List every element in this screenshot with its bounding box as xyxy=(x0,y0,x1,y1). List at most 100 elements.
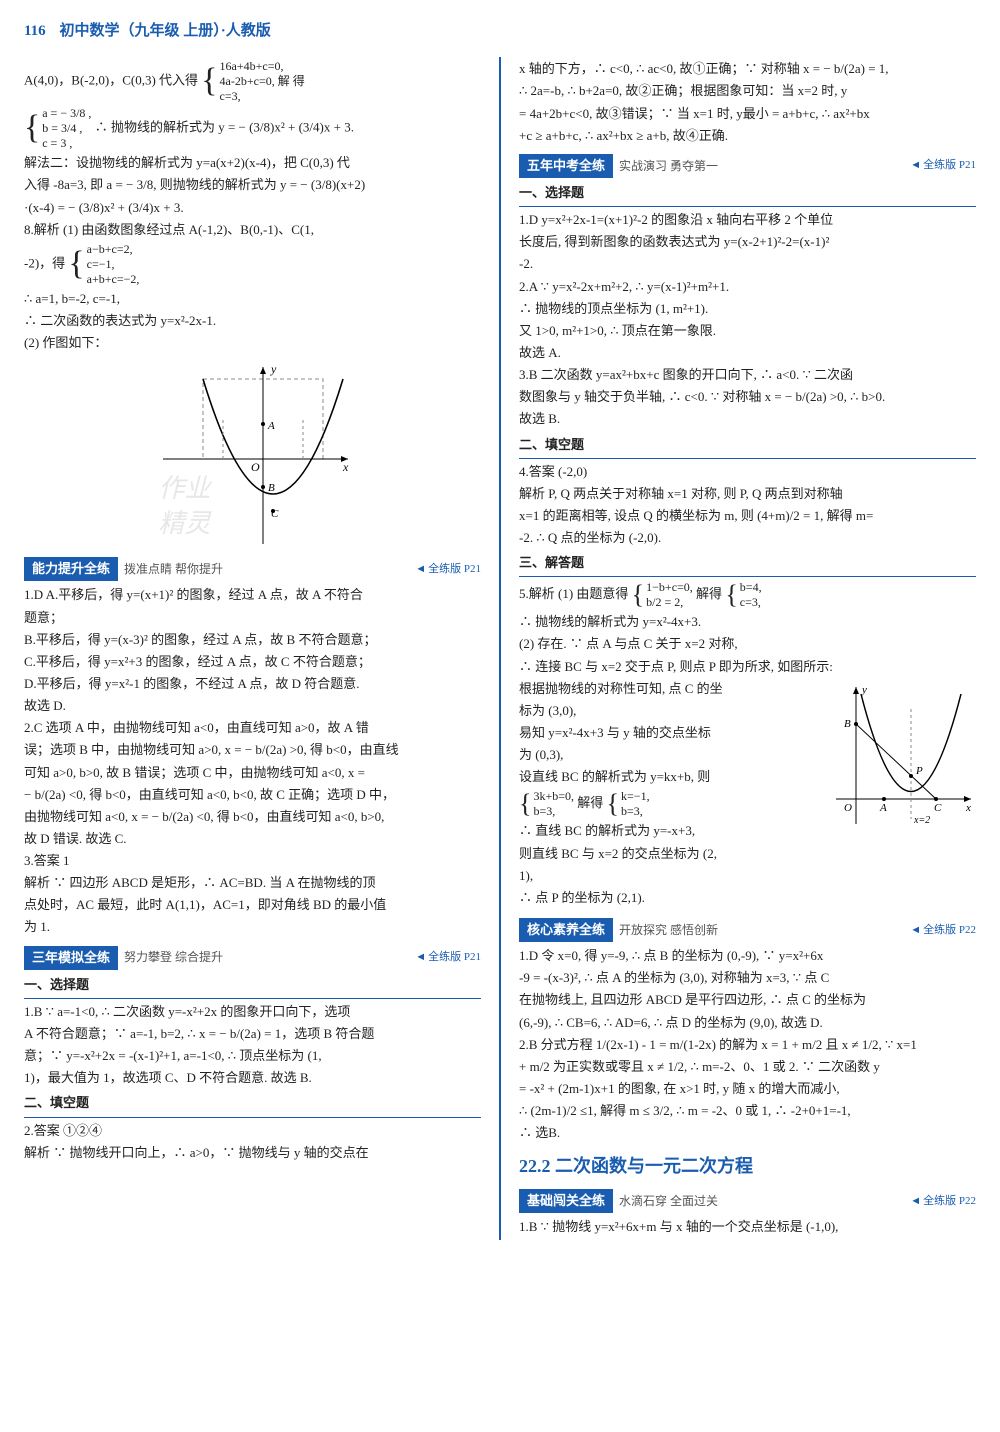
text: (6,-9), ∴ CB=6, ∴ AD=6, ∴ 点 D 的坐标为 (9,0)… xyxy=(519,1013,976,1033)
section-ref: ◄全练版 P21 xyxy=(910,157,976,174)
section-bar-exam: 五年中考全练 实战演习 勇夺第一 ◄全练版 P21 xyxy=(519,154,976,178)
divider xyxy=(519,576,976,577)
subheading: 二、填空题 xyxy=(24,1093,481,1113)
text: − b/(2a) <0, 得 b<0，由直线可知 a<0, b<0, 故 C 正… xyxy=(24,785,481,805)
text: 故 D 错误. 故选 C. xyxy=(24,829,481,849)
svg-text:y: y xyxy=(861,684,867,696)
text: D.平移后，得 y=x²-1 的图象，不经过 A 点，故 D 符合题意. xyxy=(24,674,481,694)
text: A(4,0)，B(-2,0)，C(0,3) 代入得 { 16a+4b+c=0, … xyxy=(24,59,481,104)
subheading: 一、选择题 xyxy=(519,183,976,203)
section-ref: ◄全练版 P22 xyxy=(910,922,976,939)
divider xyxy=(519,206,976,207)
text: 可知 a>0, b>0, 故 B 错误；选项 C 中，由抛物线可知 a<0, x… xyxy=(24,763,481,783)
text: 又 1>0, m²+1>0, ∴ 顶点在第一象限. xyxy=(519,321,976,341)
page-number: 116 xyxy=(24,23,46,39)
text: ∴ 连接 BC 与 x=2 交于点 P, 则点 P 即为所求, 如图所示: xyxy=(519,657,976,677)
text: 解析 ∵ 四边形 ABCD 是矩形，∴ AC=BD. 当 A 在抛物线的顶 xyxy=(24,873,481,893)
page-title: 初中数学（九年级 上册）·人教版 xyxy=(59,23,270,39)
text: 3.答案 1 xyxy=(24,851,481,871)
text: { a = − 3/8 , b = 3/4 , c = 3 , ∴ 抛物线的解析… xyxy=(24,106,481,151)
text: 解法二：设抛物线的解析式为 y=a(x+2)(x-4)，把 C(0,3) 代 xyxy=(24,153,481,173)
column-divider xyxy=(499,57,501,1239)
text: ∴ (2m-1)/2 ≤1, 解得 m ≤ 3/2, ∴ m = -2、0 或 … xyxy=(519,1101,976,1121)
text: -2)，得 { a−b+c=2, c=−1, a+b+c=−2, xyxy=(24,242,481,287)
text: (2) 作图如下： xyxy=(24,333,481,353)
text: (2) 存在. ∵ 点 A 与点 C 关于 x=2 对称, xyxy=(519,634,976,654)
text: ∴ 抛物线的顶点坐标为 (1, m²+1). xyxy=(519,299,976,319)
text: 故选 D. xyxy=(24,696,481,716)
svg-text:A: A xyxy=(879,802,887,814)
text: 长度后, 得到新图象的函数表达式为 y=(x-2+1)²-2=(x-1)² xyxy=(519,232,976,252)
text: 3.B 二次函数 y=ax²+bx+c 图象的开口向下, ∴ a<0. ∵ 二次… xyxy=(519,365,976,385)
svg-text:x: x xyxy=(965,802,971,814)
text: ∴ 选B. xyxy=(519,1123,976,1143)
svg-text:O: O xyxy=(251,460,260,474)
section-bar-core: 核心素养全练 开放探究 感悟创新 ◄全练版 P22 xyxy=(519,918,976,942)
section-label: 基础闯关全练 xyxy=(519,1189,613,1213)
text: 4.答案 (-2,0) xyxy=(519,462,976,482)
text: C.平移后，得 y=x²+3 的图象，经过 A 点，故 C 不符合题意； xyxy=(24,652,481,672)
text: ∴ 点 P 的坐标为 (2,1). xyxy=(519,888,976,908)
svg-text:y: y xyxy=(270,362,277,376)
left-column: A(4,0)，B(-2,0)，C(0,3) 代入得 { 16a+4b+c=0, … xyxy=(24,57,481,1239)
subheading: 三、解答题 xyxy=(519,553,976,573)
section-bar-ability: 能力提升全练 拨准点睛 帮你提升 ◄全练版 P21 xyxy=(24,557,481,581)
text: 则直线 BC 与 x=2 的交点坐标为 (2, xyxy=(519,844,976,864)
section-subtitle: 实战演习 勇夺第一 xyxy=(619,157,910,176)
chapter-title: 22.2 二次函数与一元二次方程 xyxy=(519,1153,976,1181)
text: ∴ a=1, b=-2, c=-1, xyxy=(24,289,481,309)
text: 2.C 选项 A 中，由抛物线可知 a<0，由直线可知 a>0，故 A 错 xyxy=(24,718,481,738)
section-bar-sim: 三年模拟全练 努力攀登 综合提升 ◄全练版 P21 xyxy=(24,946,481,970)
text: 1.D y=x²+2x-1=(x+1)²-2 的图象沿 x 轴向右平移 2 个单… xyxy=(519,210,976,230)
text: 1.B ∵ 抛物线 y=x²+6x+m 与 x 轴的一个交点坐标是 (-1,0)… xyxy=(519,1217,976,1237)
section-ref: ◄全练版 P21 xyxy=(415,561,481,578)
text: x 轴的下方，∴ c<0, ∴ ac<0, 故①正确；∵ 对称轴 x = − b… xyxy=(519,59,976,79)
text: 1.D A.平移后，得 y=(x+1)² 的图象，经过 A 点，故 A 不符合 xyxy=(24,585,481,605)
text: 入得 -8a=3, 即 a = − 3/8, 则抛物线的解析式为 y = − (… xyxy=(24,175,481,195)
text: A 不符合题意；∵ a=-1, b=2, ∴ x = − b/(2a) = 1，… xyxy=(24,1024,481,1044)
text: 2.B 分式方程 1/(2x-1) - 1 = m/(1-2x) 的解为 x =… xyxy=(519,1035,976,1055)
subheading: 二、填空题 xyxy=(519,435,976,455)
section-label: 能力提升全练 xyxy=(24,557,118,581)
svg-text:A: A xyxy=(267,420,275,432)
text: 1.B ∵ a=-1<0, ∴ 二次函数 y=-x²+2x 的图象开口向下，选项 xyxy=(24,1002,481,1022)
text: 为 1. xyxy=(24,917,481,937)
text: ∴ 二次函数的表达式为 y=x²-2x-1. xyxy=(24,311,481,331)
parabola-graph-1: y x O A B C 作业 精灵 xyxy=(153,359,353,549)
text: -2. ∴ Q 点的坐标为 (-2,0). xyxy=(519,528,976,548)
text: 由抛物线可知 a<0, x = − b/(2a) <0, 得 b<0，由直线可知… xyxy=(24,807,481,827)
divider xyxy=(24,1117,481,1118)
text: 2.A ∵ y=x²-2x+m²+2, ∴ y=(x-1)²+m²+1. xyxy=(519,277,976,297)
text: B.平移后，得 y=(x-3)² 的图象，经过 A 点，故 B 不符合题意； xyxy=(24,630,481,650)
text: 在抛物线上, 且四边形 ABCD 是平行四边形, ∴ 点 C 的坐标为 xyxy=(519,990,976,1010)
text: 点处时，AC 最短，此时 A(1,1)，AC=1，即对角线 BD 的最小值 xyxy=(24,895,481,915)
section-ref: ◄全练版 P22 xyxy=(910,1193,976,1210)
section-bar-basic: 基础闯关全练 水滴石穿 全面过关 ◄全练版 P22 xyxy=(519,1189,976,1213)
svg-text:P: P xyxy=(915,765,923,777)
text: 1), xyxy=(519,866,976,886)
text: -2. xyxy=(519,254,976,274)
text: 1.D 令 x=0, 得 y=-9, ∴ 点 B 的坐标为 (0,-9), ∵ … xyxy=(519,946,976,966)
section-label: 五年中考全练 xyxy=(519,154,613,178)
text: 解析 P, Q 两点关于对称轴 x=1 对称, 则 P, Q 两点到对称轴 xyxy=(519,484,976,504)
divider xyxy=(519,458,976,459)
section-subtitle: 拨准点睛 帮你提升 xyxy=(124,560,415,579)
text: 误；选项 B 中，由抛物线可知 a>0, x = − b/(2a) >0, 得 … xyxy=(24,740,481,760)
text: 故选 A. xyxy=(519,343,976,363)
text: + m/2 为正实数或零且 x ≠ 1/2, ∴ m=-2、0、1 或 2. ∵… xyxy=(519,1057,976,1077)
text: ∴ 2a=-b, ∴ b+2a=0, 故②正确；根据图象可知：当 x=2 时, … xyxy=(519,81,976,101)
text: -9 = -(x-3)², ∴ 点 A 的坐标为 (3,0), 对称轴为 x=3… xyxy=(519,968,976,988)
text: 意；∵ y=-x²+2x = -(x-1)²+1, a=-1<0, ∴ 顶点坐标… xyxy=(24,1046,481,1066)
text: 故选 B. xyxy=(519,409,976,429)
section-ref: ◄全练版 P21 xyxy=(415,949,481,966)
subheading: 一、选择题 xyxy=(24,975,481,995)
parabola-graph-2: y x O B A C P x=2 xyxy=(826,679,976,829)
text: 解析 ∵ 抛物线开口向上，∴ a>0，∵ 抛物线与 y 轴的交点在 xyxy=(24,1143,481,1163)
svg-text:O: O xyxy=(844,802,852,814)
text: = 4a+2b+c<0, 故③错误；∵ 当 x=1 时, y最小 = a+b+c… xyxy=(519,104,976,124)
svg-text:x=2: x=2 xyxy=(913,815,930,826)
text: 数图象与 y 轴交于负半轴, ∴ c<0. ∵ 对称轴 x = − b/(2a)… xyxy=(519,387,976,407)
right-column: x 轴的下方，∴ c<0, ∴ ac<0, 故①正确；∵ 对称轴 x = − b… xyxy=(519,57,976,1239)
section-subtitle: 开放探究 感悟创新 xyxy=(619,921,910,940)
svg-text:C: C xyxy=(934,802,942,814)
